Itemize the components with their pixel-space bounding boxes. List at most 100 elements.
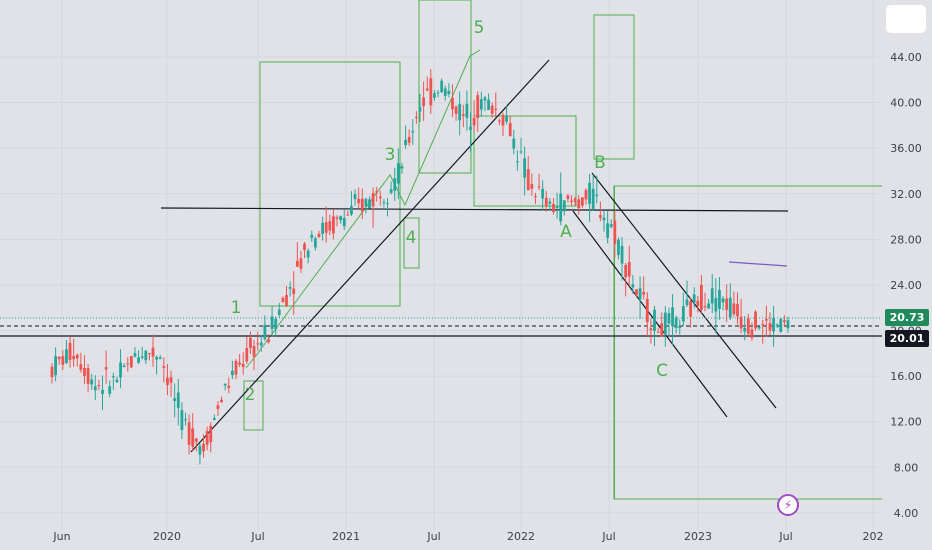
candle-body [479, 99, 483, 110]
candle-body [285, 295, 288, 306]
drawing-box-2 [473, 115, 577, 207]
candle-body [249, 337, 252, 348]
candle-body [155, 356, 159, 360]
candle-body [707, 303, 711, 309]
candle-body [425, 88, 429, 91]
candle-body [772, 318, 775, 332]
y-tick-label: 12.00 [890, 416, 922, 429]
wave-label-3: 3 [385, 145, 396, 165]
candle-body [158, 357, 162, 359]
candle-body [346, 214, 350, 216]
candle-body [555, 206, 559, 209]
wave-label-B: B [594, 153, 606, 173]
candle-body [245, 348, 249, 362]
candle-body [483, 97, 487, 101]
candle-body [209, 425, 213, 443]
candle-body [173, 398, 177, 401]
candle-body [101, 389, 104, 394]
wave-label-5: 5 [474, 18, 485, 38]
x-tick-label: 2022 [507, 530, 535, 543]
candle-body [267, 339, 270, 343]
candlestick-series [50, 69, 790, 465]
candle-body [180, 410, 184, 430]
candle-body [461, 114, 465, 116]
wave-label-1: 1 [231, 298, 242, 318]
candle-body [148, 353, 151, 355]
candle-body [454, 106, 458, 114]
candle-body [609, 224, 613, 227]
candle-body [97, 385, 101, 387]
candle-body [689, 301, 692, 317]
candle-body [93, 386, 97, 391]
drawing-box-4 [403, 217, 420, 269]
candle-body [270, 316, 274, 330]
x-tick-label: Jul [778, 530, 792, 543]
y-tick-label: 36.00 [890, 142, 922, 155]
candle-body [617, 239, 620, 255]
y-tick-label: 24.00 [890, 279, 922, 292]
candle-body [90, 379, 94, 385]
x-tick-label: Jul [250, 530, 264, 543]
candle-body [696, 300, 700, 306]
candle-body [216, 405, 220, 409]
y-tick-label: 40.00 [890, 97, 922, 110]
candle-body [458, 103, 462, 121]
candle-body [86, 368, 90, 384]
candle-body [418, 107, 422, 112]
candle-body [332, 216, 335, 234]
flash-icon[interactable]: ⚡ [777, 494, 799, 516]
x-tick-label: Jul [601, 530, 615, 543]
x-tick-label: 2021 [332, 530, 360, 543]
candle-body [469, 126, 472, 130]
drawing-box-3 [593, 14, 635, 160]
candle-body [263, 324, 267, 340]
candle-body [703, 306, 707, 308]
candle-body [710, 288, 714, 304]
candle-body [494, 108, 498, 111]
candle-body [746, 318, 750, 334]
candle-body [649, 328, 653, 331]
chart-menu-button[interactable] [886, 5, 926, 33]
reference-price-badge: 20.01 [885, 330, 929, 347]
purple-line [728, 261, 788, 267]
candle-body [580, 197, 584, 206]
candle-body [422, 97, 426, 107]
x-tick-label: Jun [52, 530, 70, 543]
candle-body [198, 446, 202, 455]
candle-body [230, 370, 234, 376]
x-tick-label: 2020 [153, 530, 181, 543]
candle-body [122, 365, 126, 368]
candle-body [754, 311, 757, 329]
wave-label-C: C [656, 361, 668, 381]
candle-body [566, 195, 570, 199]
candle-body [220, 399, 223, 403]
candle-body [357, 198, 361, 204]
candle-body [750, 329, 754, 338]
candle-body [476, 95, 480, 119]
candle-body [61, 356, 65, 365]
candle-body [660, 323, 664, 337]
candle-body [50, 366, 54, 378]
x-tick-label: 202 [863, 530, 884, 543]
candle-body [559, 193, 563, 222]
candle-body [335, 217, 339, 219]
candle-body [598, 214, 602, 218]
candle-body [72, 356, 76, 360]
x-tick-label: Jul [426, 530, 440, 543]
candle-body [631, 284, 635, 288]
trend-line-2 [591, 172, 777, 409]
candle-body [526, 169, 530, 191]
candle-body [407, 136, 411, 143]
candle-body [516, 161, 519, 163]
candle-body [310, 234, 314, 238]
candle-body [129, 356, 133, 368]
candle-body [544, 197, 548, 207]
candle-body [761, 324, 765, 326]
candle-body [732, 303, 736, 315]
candle-body [595, 194, 599, 197]
candle-body [743, 327, 747, 332]
drawing-overlays [0, 0, 882, 500]
candle-body [436, 92, 440, 94]
candle-body [685, 299, 689, 306]
